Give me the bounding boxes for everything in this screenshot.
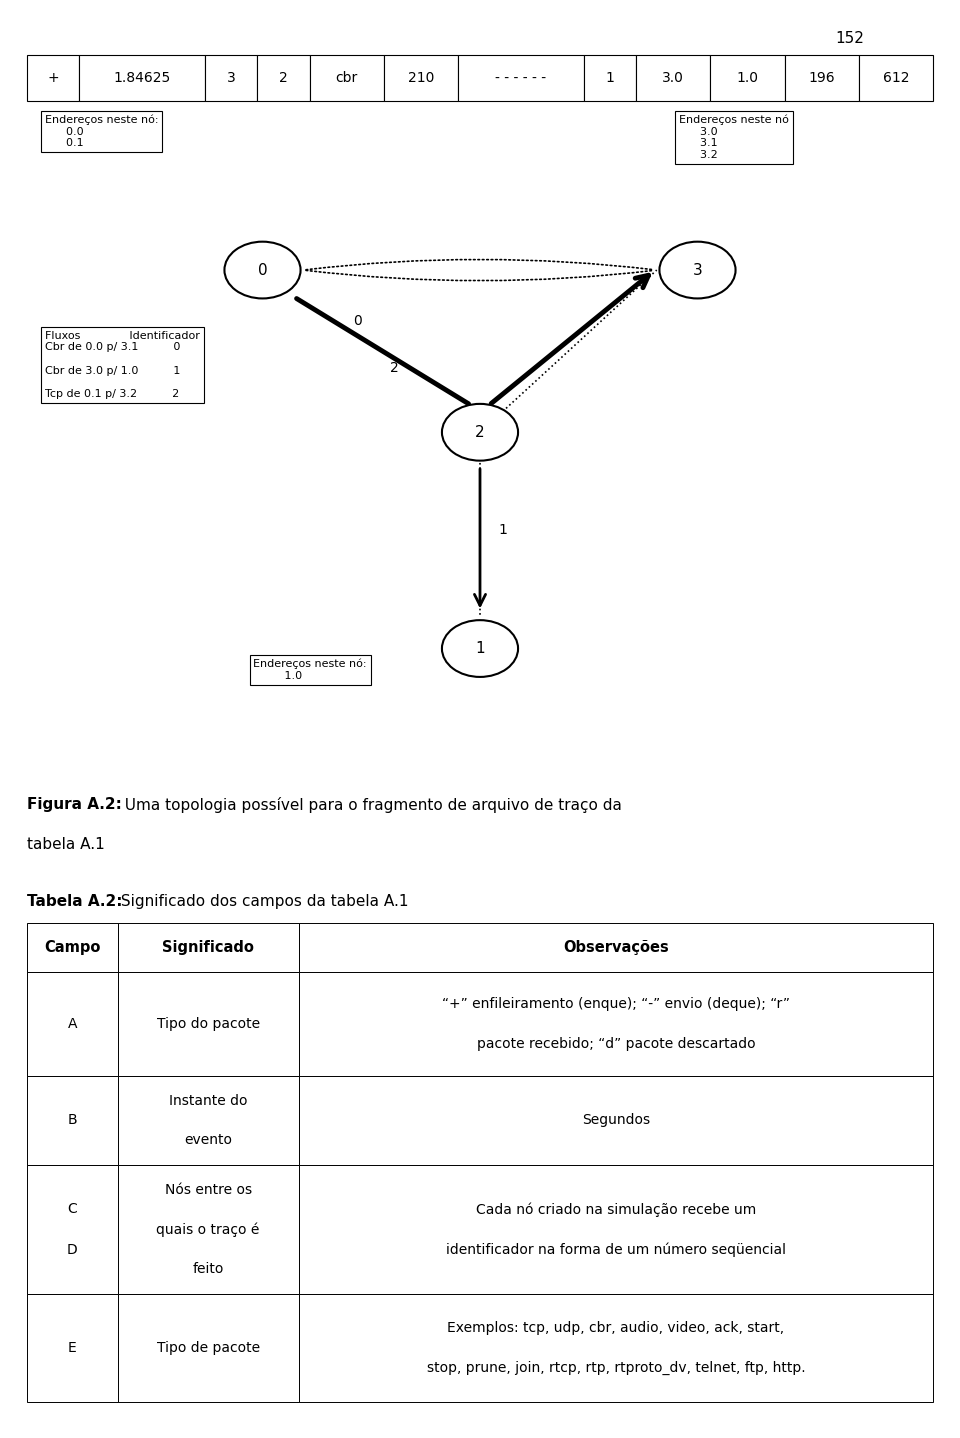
Text: Significado dos campos da tabela A.1: Significado dos campos da tabela A.1 (116, 894, 409, 909)
Text: D: D (67, 1242, 78, 1257)
Text: Significado: Significado (162, 940, 254, 955)
Text: 0: 0 (353, 313, 362, 328)
Text: quais o traço é: quais o traço é (156, 1222, 260, 1237)
Text: Endereços neste nó:
         1.0: Endereços neste nó: 1.0 (253, 659, 367, 680)
Text: - - - - - -: - - - - - - (495, 70, 546, 85)
Text: Nós entre os: Nós entre os (164, 1183, 252, 1198)
Text: Endereços neste nó
      3.0
      3.1
      3.2: Endereços neste nó 3.0 3.1 3.2 (680, 115, 789, 160)
Text: feito: feito (192, 1261, 224, 1276)
Circle shape (442, 404, 518, 460)
Text: 196: 196 (808, 70, 835, 85)
Text: Tipo de pacote: Tipo de pacote (156, 1342, 260, 1355)
Text: E: E (68, 1342, 77, 1355)
Text: 1: 1 (606, 70, 614, 85)
Text: pacote recebido; “d” pacote descartado: pacote recebido; “d” pacote descartado (476, 1037, 756, 1051)
Text: stop, prune, join, rtcp, rtp, rtproto_dv, telnet, ftp, http.: stop, prune, join, rtcp, rtp, rtproto_dv… (426, 1362, 805, 1375)
Text: Uma topologia possível para o fragmento de arquivo de traço da: Uma topologia possível para o fragmento … (115, 797, 622, 812)
Text: 1: 1 (498, 523, 507, 538)
Text: Endereços neste nó:
      0.0
      0.1: Endereços neste nó: 0.0 0.1 (45, 115, 158, 148)
Text: Observações: Observações (564, 940, 669, 955)
Text: identificador na forma de um número seqüencial: identificador na forma de um número seqü… (446, 1242, 786, 1257)
Text: +: + (47, 70, 59, 85)
Text: 612: 612 (883, 70, 909, 85)
Text: Fluxos              Identificador
Cbr de 0.0 p/ 3.1          0

Cbr de 3.0 p/ 1.: Fluxos Identificador Cbr de 0.0 p/ 3.1 0… (45, 331, 200, 398)
Text: Instante do: Instante do (169, 1094, 248, 1107)
Text: 2: 2 (279, 70, 288, 85)
Text: “+” enfileiramento (enque); “-” envio (deque); “r”: “+” enfileiramento (enque); “-” envio (d… (442, 997, 790, 1011)
Text: Cada nó criado na simulação recebe um: Cada nó criado na simulação recebe um (476, 1202, 756, 1217)
Text: 3.0: 3.0 (662, 70, 684, 85)
Text: 3: 3 (692, 263, 703, 278)
Text: cbr: cbr (336, 70, 358, 85)
Text: 152: 152 (835, 30, 864, 46)
Text: Campo: Campo (44, 940, 101, 955)
Circle shape (660, 242, 735, 299)
Text: Segundos: Segundos (582, 1113, 650, 1127)
Text: 1.0: 1.0 (736, 70, 758, 85)
Text: 1: 1 (475, 641, 485, 656)
Text: 2: 2 (475, 424, 485, 440)
Text: evento: evento (184, 1133, 232, 1146)
Circle shape (225, 242, 300, 299)
Text: Exemplos: tcp, udp, cbr, audio, video, ack, start,: Exemplos: tcp, udp, cbr, audio, video, a… (447, 1322, 784, 1334)
Text: 2: 2 (390, 361, 398, 375)
Text: Tabela A.2:: Tabela A.2: (27, 894, 122, 909)
Text: 0: 0 (257, 263, 267, 278)
Text: Figura A.2:: Figura A.2: (27, 797, 122, 811)
Text: 1.84625: 1.84625 (113, 70, 171, 85)
Text: 210: 210 (408, 70, 434, 85)
Text: C: C (67, 1202, 77, 1217)
Text: Tipo do pacote: Tipo do pacote (156, 1017, 260, 1031)
Text: 3: 3 (227, 70, 235, 85)
Text: tabela A.1: tabela A.1 (27, 837, 105, 851)
Text: A: A (67, 1017, 77, 1031)
Circle shape (442, 620, 518, 677)
Text: B: B (67, 1113, 77, 1127)
